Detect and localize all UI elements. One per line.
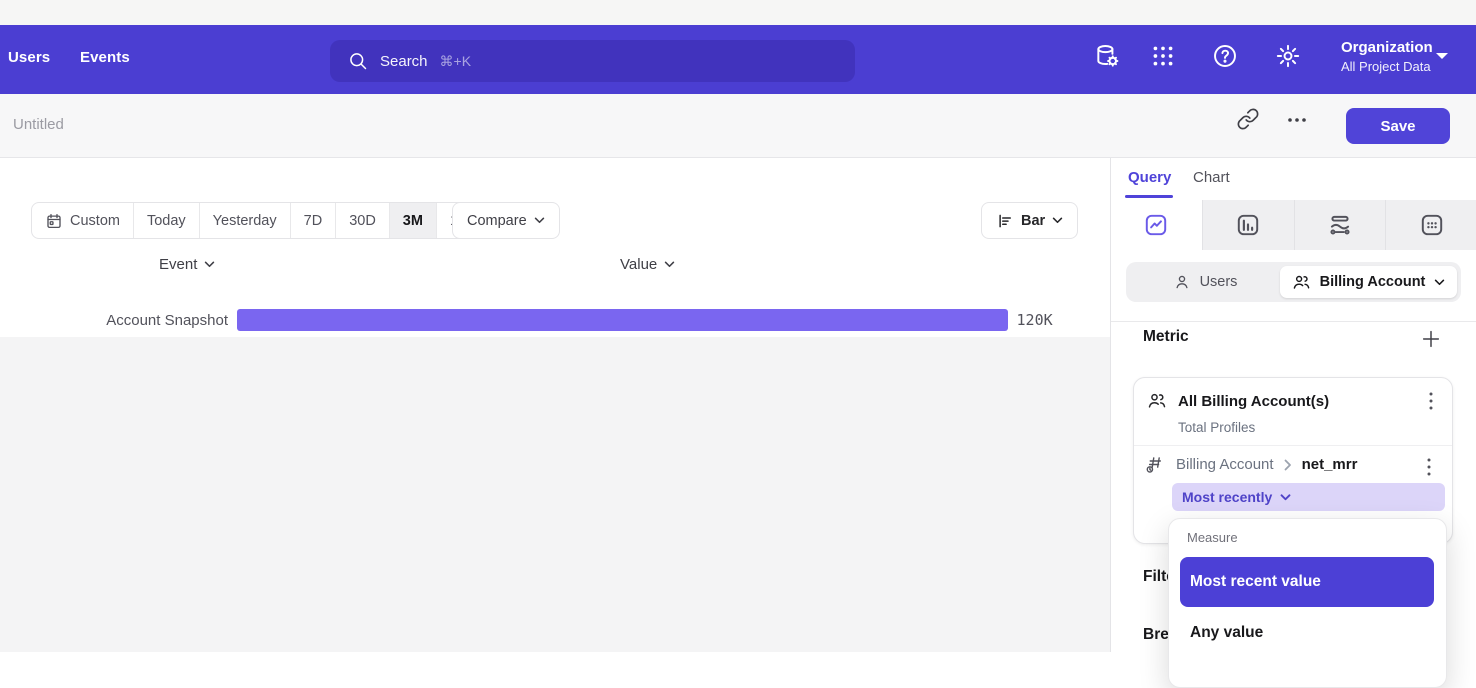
- range-yesterday[interactable]: Yesterday: [200, 203, 291, 238]
- metric-entity-row[interactable]: All Billing Account(s): [1147, 391, 1329, 411]
- bar-row: 120K: [237, 309, 1091, 331]
- range-3m[interactable]: 3M: [389, 203, 437, 238]
- compare-button[interactable]: Compare: [452, 202, 560, 239]
- chevron-down-icon: [1434, 279, 1445, 286]
- measure-pill-label: Most recently: [1182, 489, 1273, 505]
- org-name: Organization: [1341, 39, 1433, 56]
- entity-users[interactable]: Users: [1130, 266, 1280, 298]
- metric-heading: Metric: [1143, 328, 1189, 345]
- horizontal-bar-chart-icon: [996, 212, 1014, 230]
- tab-line-chart[interactable]: [1111, 200, 1202, 250]
- search-icon: [348, 51, 368, 71]
- search-placeholder: Search: [380, 52, 428, 70]
- range-label: Custom: [70, 212, 120, 229]
- people-icon: [1147, 391, 1167, 411]
- range-30d[interactable]: 30D: [336, 203, 390, 238]
- bar-chart-icon: [1235, 212, 1261, 238]
- number-property-icon: [1145, 454, 1166, 475]
- search-input[interactable]: Search ⌘+K: [330, 40, 855, 82]
- help-icon[interactable]: [1212, 43, 1238, 69]
- bar-category-label: Account Snapshot: [106, 312, 228, 329]
- apps-grid-icon[interactable]: [1150, 43, 1176, 69]
- chevron-down-icon: [664, 261, 675, 268]
- range-7d[interactable]: 7D: [291, 203, 337, 238]
- entity-billing-account[interactable]: Billing Account: [1280, 266, 1457, 298]
- tab-bar-chart[interactable]: [1201, 200, 1294, 250]
- compare-label: Compare: [467, 212, 527, 229]
- chevron-right-icon: [1284, 459, 1292, 471]
- people-icon: [1292, 273, 1311, 292]
- browser-strip: [0, 0, 1476, 25]
- card-divider: [1134, 445, 1452, 446]
- chart-type-label: Bar: [1021, 212, 1046, 229]
- org-caret-icon: [1436, 53, 1448, 59]
- event-column-dropdown[interactable]: Event: [159, 256, 215, 273]
- chevron-down-icon: [534, 217, 545, 224]
- date-range-control: Custom Today Yesterday 7D 30D 3M 12M: [31, 202, 493, 239]
- search-shortcut: ⌘+K: [439, 52, 472, 69]
- plot-area: [0, 337, 1110, 652]
- entity-users-label: Users: [1199, 274, 1238, 290]
- tab-dots-grid[interactable]: [1385, 200, 1476, 250]
- entity-selected-label: Billing Account: [1319, 274, 1426, 290]
- menu-option-most-recent-value[interactable]: Most recent value: [1180, 557, 1434, 607]
- entity-toggle: Users Billing Account: [1126, 262, 1461, 302]
- person-icon: [1173, 273, 1191, 291]
- org-switcher[interactable]: Organization All Project Data: [1341, 38, 1433, 75]
- data-sources-icon[interactable]: [1094, 43, 1120, 69]
- event-header-label: Event: [159, 256, 198, 273]
- settings-gear-icon[interactable]: [1275, 43, 1301, 69]
- chevron-down-icon: [1052, 217, 1063, 224]
- calendar-icon: [45, 212, 63, 230]
- nav-events[interactable]: Events: [80, 49, 130, 66]
- panel-divider: [1111, 321, 1476, 322]
- copy-link-icon[interactable]: [1237, 108, 1259, 130]
- nav-users[interactable]: Users: [8, 49, 51, 66]
- active-tab-indicator: [1125, 195, 1173, 198]
- value-header-label: Value: [620, 256, 658, 273]
- chart-title-input[interactable]: Untitled: [13, 116, 64, 133]
- more-options-icon[interactable]: [1286, 116, 1308, 124]
- measure-pill-dropdown[interactable]: Most recently: [1172, 483, 1445, 511]
- metric-property-row[interactable]: Billing Account net_mrr: [1145, 454, 1357, 475]
- title-bar: Untitled Save: [0, 94, 1476, 158]
- metric-entity-label: All Billing Account(s): [1178, 392, 1330, 410]
- measure-menu: Measure Most recent value Any value: [1168, 518, 1447, 688]
- chevron-down-icon: [204, 261, 215, 268]
- value-column-dropdown[interactable]: Value: [620, 256, 675, 273]
- tab-chart[interactable]: Chart: [1193, 169, 1230, 186]
- metric-card: All Billing Account(s) Total Profiles Bi…: [1133, 377, 1453, 544]
- line-chart-icon: [1143, 212, 1169, 238]
- property-kebab-icon[interactable]: [1420, 456, 1438, 478]
- add-metric-icon[interactable]: [1420, 328, 1442, 350]
- property-name-label: net_mrr: [1301, 456, 1358, 473]
- range-today[interactable]: Today: [134, 203, 200, 238]
- save-button[interactable]: Save: [1346, 108, 1450, 144]
- chevron-down-icon: [1280, 493, 1291, 501]
- chart-type-tabs: [1111, 200, 1476, 250]
- property-group-label: Billing Account: [1176, 456, 1274, 473]
- menu-option-any-value[interactable]: Any value: [1190, 624, 1264, 641]
- range-custom[interactable]: Custom: [32, 203, 134, 238]
- measure-menu-header: Measure: [1187, 530, 1238, 545]
- bar-account-snapshot[interactable]: [237, 309, 1008, 331]
- flow-waves-icon: [1327, 212, 1353, 238]
- org-project: All Project Data: [1341, 59, 1431, 74]
- metric-measure-label: Total Profiles: [1178, 420, 1256, 435]
- tab-query[interactable]: Query: [1128, 169, 1172, 186]
- chart-type-button[interactable]: Bar: [981, 202, 1079, 239]
- app-header: Users Events Search ⌘+K Organization All…: [0, 25, 1476, 94]
- bar-value-label: 120K: [1016, 311, 1053, 329]
- dots-grid-icon: [1419, 212, 1445, 238]
- tab-flow[interactable]: [1293, 200, 1386, 250]
- metric-kebab-icon[interactable]: [1422, 390, 1440, 412]
